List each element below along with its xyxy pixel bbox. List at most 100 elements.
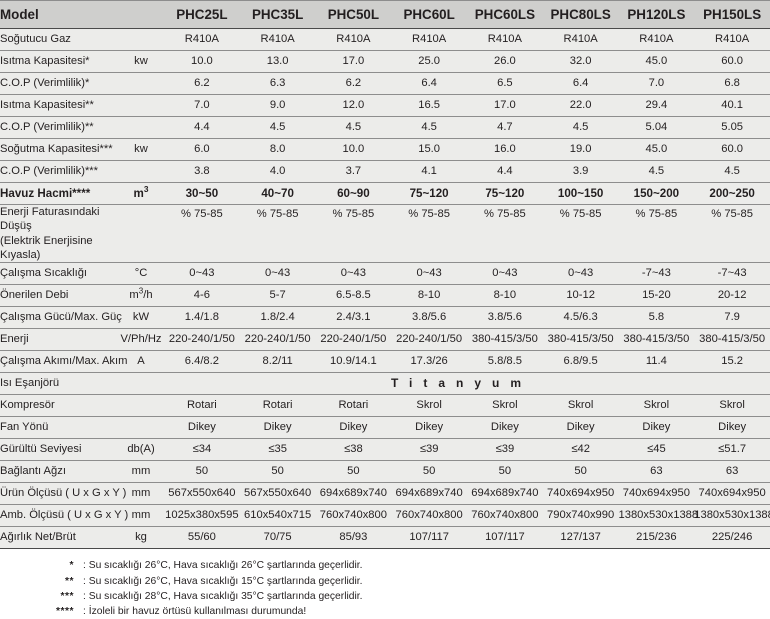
footnote: ****: İzoleli bir havuz örtüsü kullanılm…	[30, 604, 770, 619]
table-row: Kompresör Rotari Rotari Rotari Skrol Skrol Skr…	[0, 394, 770, 418]
cell-value: 60~90	[315, 182, 392, 205]
cell-value: Skrol	[391, 394, 467, 418]
table-row: Çalışma Gücü/Max. Güç kW 1.4/1.8 1.8/2.4 2.4…	[0, 306, 770, 330]
table-row: Önerilen Debi m3/h 4-6 5-7 6.5-8.5 8-10 8-10 10…	[0, 284, 770, 308]
row-label: Çalışma Akımı/Max. Akım	[0, 350, 127, 374]
cell-value: 5.8/8.5	[467, 350, 543, 374]
cell-value: 19.0	[542, 138, 619, 161]
cell-value: 50	[391, 460, 467, 484]
header-model-4: PHC60LS	[467, 0, 543, 29]
cell-value: 4.5	[618, 160, 695, 183]
cell-value: 5-7	[239, 284, 316, 308]
cell-value: 8.0	[239, 138, 316, 161]
cell-value: 50	[315, 460, 392, 484]
footnotes: *: Su sıcaklığı 26°C, Hava sıcaklığı 26°…	[0, 558, 770, 619]
cell-value: 50	[467, 460, 543, 484]
row-unit: °C	[118, 262, 164, 286]
cell-value: 740x694x950	[694, 482, 770, 506]
cell-value: 3.8/5.6	[391, 306, 467, 330]
cell-value: 4.1	[391, 160, 467, 183]
footnote-marker: **	[64, 575, 74, 587]
row-unit	[118, 394, 164, 418]
heat-exchanger-value: Titanyum	[164, 372, 770, 396]
cell-value: % 75-85	[618, 204, 695, 264]
cell-value: 610x540x715	[239, 504, 316, 528]
cell-value: 6.0	[164, 138, 240, 161]
cell-value: Skrol	[694, 394, 770, 418]
row-label: Ağırlık Net/Brüt	[0, 526, 118, 550]
cell-value: 7.0	[618, 72, 695, 95]
cell-value: 25.0	[391, 50, 467, 73]
cell-value: 60.0	[694, 50, 770, 73]
cell-value: 75~120	[467, 182, 543, 205]
cell-value: 0~43	[164, 262, 240, 286]
cell-value: 50	[239, 460, 316, 484]
table-row: Ağırlık Net/Brüt kg 55/60 70/75 85/93 107/117…	[0, 526, 770, 550]
cell-value: 1025x380x595	[164, 504, 240, 528]
cell-value: 40.1	[694, 94, 770, 117]
cell-value: Rotari	[164, 394, 240, 418]
cell-value: 50	[164, 460, 240, 484]
cell-value: 13.0	[239, 50, 316, 73]
cell-value: 6.4	[391, 72, 467, 95]
cell-value: ≤34	[164, 438, 240, 462]
cell-value: 50	[542, 460, 619, 484]
cell-value: 4-6	[164, 284, 240, 308]
cell-value: 30~50	[164, 182, 240, 205]
cell-value: 15.0	[391, 138, 467, 161]
cell-value: 4.5	[694, 160, 770, 183]
cell-value: 70/75	[239, 526, 316, 550]
cell-value: 0~43	[391, 262, 467, 286]
cell-value: % 75-85	[391, 204, 467, 264]
cell-value: 4.4	[164, 116, 240, 139]
row-unit: m3	[118, 182, 164, 205]
cell-value: 0~43	[315, 262, 392, 286]
cell-value: 6.2	[315, 72, 392, 95]
cell-value: 7.9	[694, 306, 770, 330]
cell-value: 55/60	[164, 526, 240, 550]
cell-value: 100~150	[542, 182, 619, 205]
cell-value: Dikey	[618, 416, 695, 440]
row-unit: m3/h	[118, 284, 164, 308]
table-row: Çalışma Sıcaklığı °C 0~43 0~43 0~43 0~43 0~43 0…	[0, 262, 770, 286]
cell-value: Dikey	[391, 416, 467, 440]
table-row: Soğutucu Gaz R410A R410A R410A R410A R410A R41…	[0, 28, 770, 51]
cell-value: 45.0	[618, 138, 695, 161]
table-row: C.O.P (Verimlilik)** 4.4 4.5 4.5 4.5 4.7 4.5 5.…	[0, 116, 770, 139]
cell-value: 17.0	[467, 94, 543, 117]
cell-value: ≤39	[391, 438, 467, 462]
cell-value: 4.5	[542, 116, 619, 139]
row-label: Enerji Faturasındaki Düşüş (Elektrik Ener…	[0, 204, 118, 264]
header-model-0: PHC25L	[164, 0, 240, 29]
footnote-text: : İzoleli bir havuz örtüsü kullanılması …	[83, 606, 307, 618]
row-unit	[118, 94, 164, 117]
table-row: Enerji V/Ph/Hz 220-240/1/50 220-240/1/50 220…	[0, 328, 770, 352]
cell-value: R410A	[164, 28, 240, 51]
cell-value: Dikey	[315, 416, 392, 440]
specification-table: Model PHC25L PHC35L PHC50L PHC60L PHC60L…	[0, 0, 770, 550]
cell-value: 0~43	[542, 262, 619, 286]
cell-value: Dikey	[694, 416, 770, 440]
cell-value: 63	[694, 460, 770, 484]
row-unit	[118, 160, 164, 183]
footnote-marker: ***	[60, 590, 74, 602]
table-row: Fan Yönü Dikey Dikey Dikey Dikey Dikey Dikey Di…	[0, 416, 770, 440]
cell-value: 20-12	[694, 284, 770, 308]
header-model-7: PH150LS	[694, 0, 770, 29]
cell-value: 694x689x740	[467, 482, 543, 506]
cell-value: 1.4/1.8	[164, 306, 240, 330]
row-label: Ürün Ölçüsü ( U x G x Y )	[0, 482, 126, 506]
cell-value: 790x740x990	[542, 504, 619, 528]
cell-value: % 75-85	[694, 204, 770, 264]
cell-value: 0~43	[467, 262, 543, 286]
table-row: C.O.P (Verimlilik)* 6.2 6.3 6.2 6.4 6.5 6.4 7.0…	[0, 72, 770, 95]
row-unit: A	[118, 350, 164, 374]
cell-value: % 75-85	[467, 204, 543, 264]
row-unit	[118, 72, 164, 95]
cell-value: 215/236	[618, 526, 695, 550]
cell-value: 220-240/1/50	[239, 328, 316, 352]
cell-value: R410A	[391, 28, 467, 51]
row-label: Havuz Hacmi****	[0, 182, 118, 205]
cell-value: 15-20	[618, 284, 695, 308]
cell-value: 17.0	[315, 50, 392, 73]
